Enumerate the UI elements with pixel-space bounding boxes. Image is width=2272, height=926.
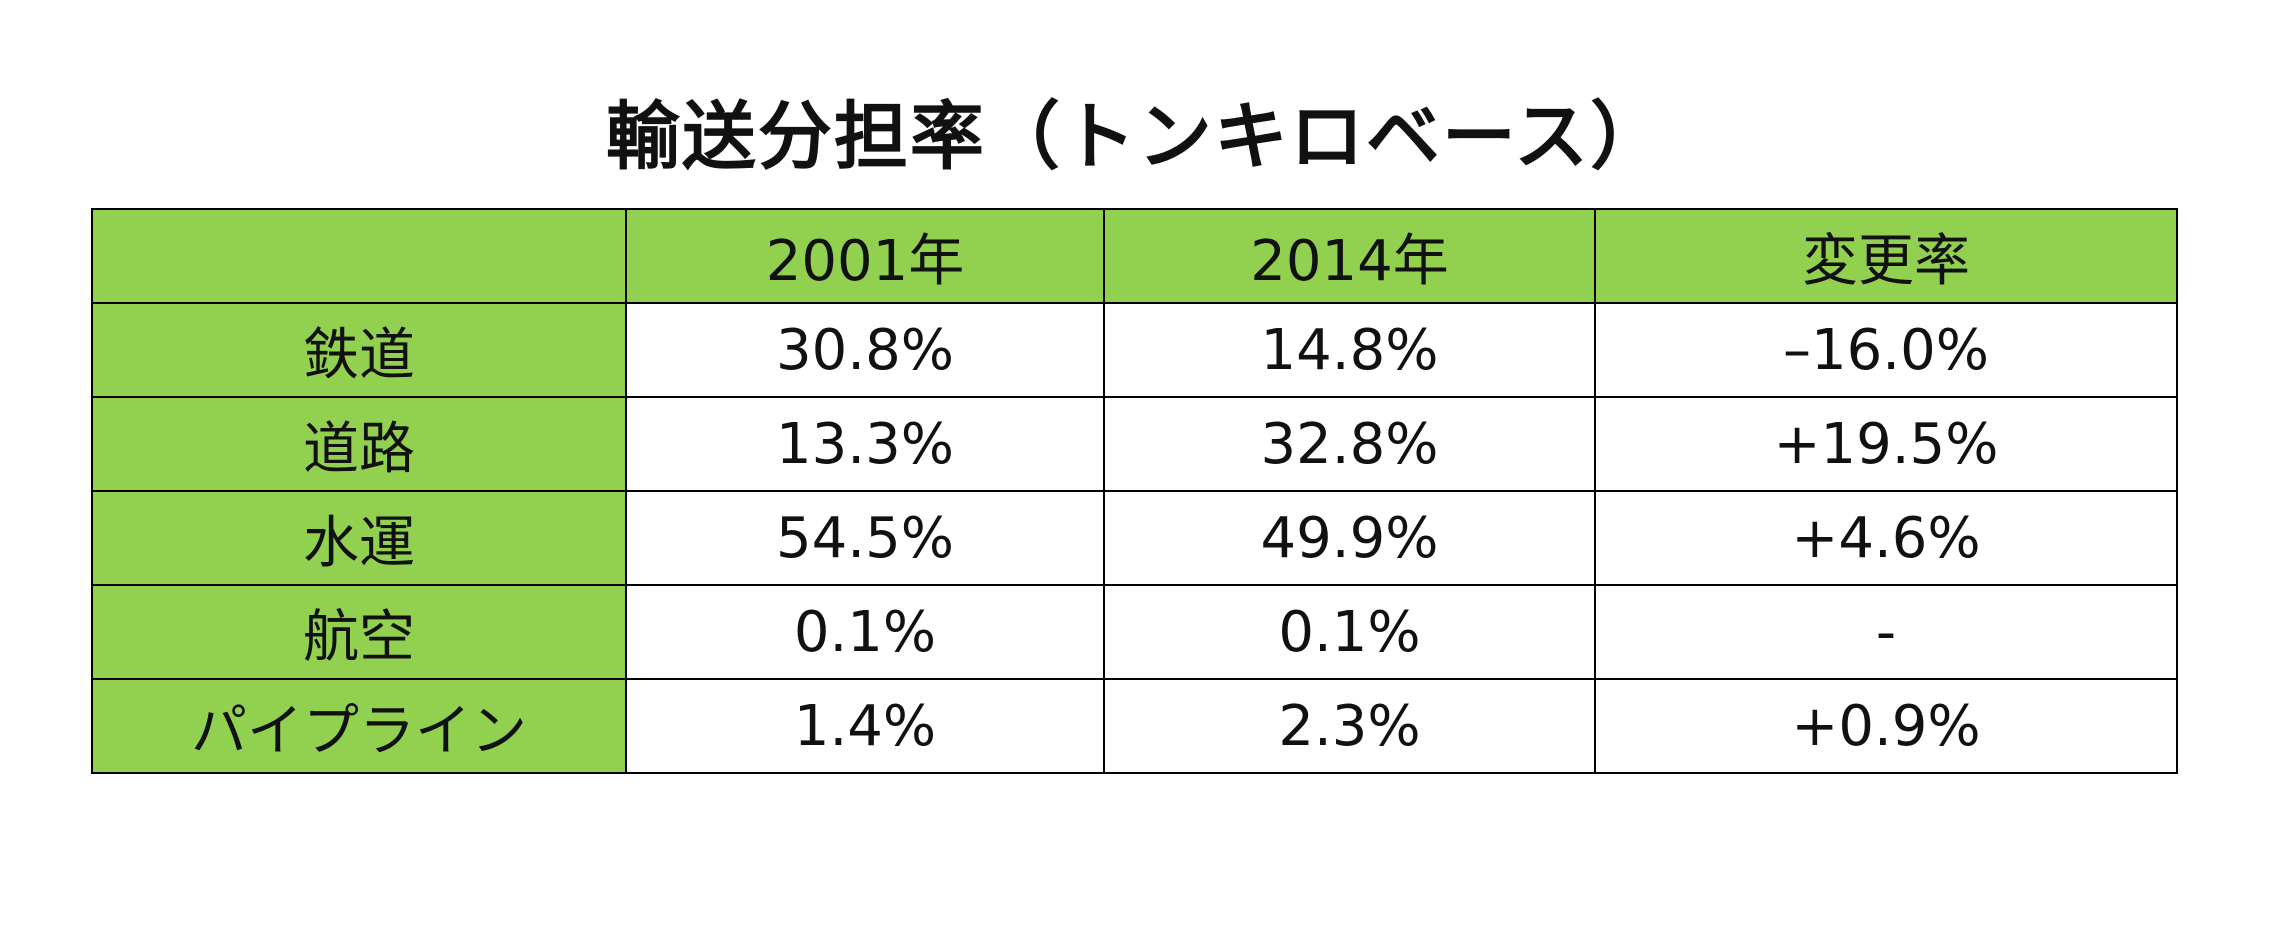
header-cell-change: 変更率 — [1594, 208, 2178, 304]
table-row-air: 航空 0.1% 0.1% - — [91, 584, 2178, 680]
transport-share-table: 2001年 2014年 変更率 鉄道 30.8% 14.8% –16.0% 道路… — [91, 208, 2178, 774]
header-cell-2001: 2001年 — [625, 208, 1105, 304]
cell-air-2014: 0.1% — [1103, 584, 1596, 680]
cell-air-change: - — [1594, 584, 2178, 680]
cell-railway-2001: 30.8% — [625, 302, 1105, 398]
cell-road-2001: 13.3% — [625, 396, 1105, 492]
row-label-pipeline: パイプライン — [91, 678, 627, 774]
row-label-air: 航空 — [91, 584, 627, 680]
row-label-road: 道路 — [91, 396, 627, 492]
cell-air-2001: 0.1% — [625, 584, 1105, 680]
cell-pipeline-2001: 1.4% — [625, 678, 1105, 774]
cell-railway-2014: 14.8% — [1103, 302, 1596, 398]
table-title: 輸送分担率（トンキロベース） — [605, 94, 1667, 180]
header-cell-2014: 2014年 — [1103, 208, 1596, 304]
cell-water-2014: 49.9% — [1103, 490, 1596, 586]
header-cell-empty — [91, 208, 627, 304]
cell-pipeline-2014: 2.3% — [1103, 678, 1596, 774]
header-row: 2001年 2014年 変更率 — [91, 208, 2178, 304]
table-row-water: 水運 54.5% 49.9% +4.6% — [91, 490, 2178, 586]
row-label-water: 水運 — [91, 490, 627, 586]
table-row-railway: 鉄道 30.8% 14.8% –16.0% — [91, 302, 2178, 398]
table-row-road: 道路 13.3% 32.8% +19.5% — [91, 396, 2178, 492]
cell-pipeline-change: +0.9% — [1594, 678, 2178, 774]
cell-railway-change: –16.0% — [1594, 302, 2178, 398]
cell-water-change: +4.6% — [1594, 490, 2178, 586]
cell-water-2001: 54.5% — [625, 490, 1105, 586]
row-label-railway: 鉄道 — [91, 302, 627, 398]
table-row-pipeline: パイプライン 1.4% 2.3% +0.9% — [91, 678, 2178, 774]
cell-road-2014: 32.8% — [1103, 396, 1596, 492]
cell-road-change: +19.5% — [1594, 396, 2178, 492]
